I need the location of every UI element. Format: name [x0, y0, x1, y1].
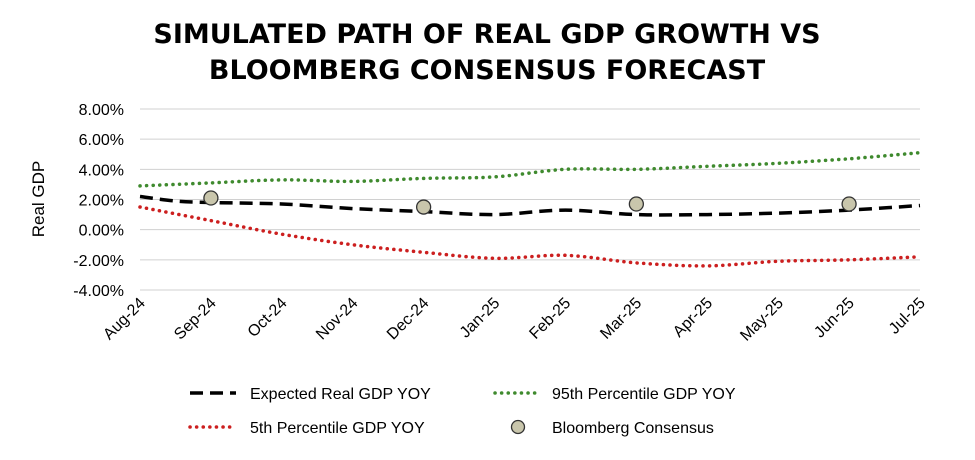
y-tick-label: 2.00% [79, 193, 124, 210]
x-tick-label: May-25 [737, 295, 787, 345]
x-tick-label: Oct-24 [245, 295, 291, 341]
y-axis-label: Real GDP [29, 161, 48, 238]
x-tick-label: Feb-25 [526, 295, 574, 343]
y-tick-label: 6.00% [79, 132, 124, 149]
x-tick-label: Jun-25 [811, 295, 858, 342]
x-tick-label: Jul-25 [886, 295, 929, 338]
consensus-marker [628, 196, 645, 212]
y-tick-labels: 8.00% 6.00% 4.00% 2.00% 0.00% -2.00% -4.00% [73, 102, 124, 300]
consensus-marker [203, 190, 219, 206]
chart-title-line-2: BLOOMBERG CONSENSUS FORECAST [209, 55, 766, 86]
legend: Expected Real GDP YOY 95th Percentile GDP… [188, 386, 736, 437]
legend-swatch [510, 419, 526, 435]
legend-label: 95th Percentile GDP YOY [552, 386, 736, 403]
y-tick-label: 0.00% [79, 223, 124, 240]
gridlines [140, 108, 920, 291]
consensus-markers [203, 190, 857, 215]
y-tick-label: -2.00% [73, 253, 124, 270]
x-tick-label: Dec-24 [384, 295, 433, 344]
legend-label: Expected Real GDP YOY [250, 386, 431, 403]
x-tick-label: Aug-24 [100, 295, 149, 344]
x-tick-label: Nov-24 [313, 295, 362, 344]
y-tick-label: -4.00% [73, 283, 124, 300]
x-tick-label: Jan-25 [457, 295, 504, 342]
x-tick-label: Apr-25 [670, 295, 716, 341]
consensus-marker [415, 199, 432, 215]
y-tick-label: 4.00% [79, 162, 124, 179]
x-tick-label: Mar-25 [597, 295, 645, 343]
chart-title-line-1: SIMULATED PATH OF REAL GDP GROWTH VS [153, 19, 820, 50]
series-line-5th-percentile-gdp-yoy [138, 205, 922, 268]
legend-label: 5th Percentile GDP YOY [250, 420, 425, 437]
x-tick-label: Sep-24 [171, 295, 220, 344]
legend-label: Bloomberg Consensus [552, 420, 714, 437]
consensus-marker [841, 196, 857, 212]
series-line-95th-percentile-gdp-yoy [138, 150, 922, 188]
x-tick-labels: Aug-24 Sep-24 Oct-24 Nov-24 Dec-24 Jan-25 Feb-… [100, 295, 929, 345]
y-tick-label: 8.00% [79, 102, 124, 119]
series-lines [138, 150, 922, 268]
